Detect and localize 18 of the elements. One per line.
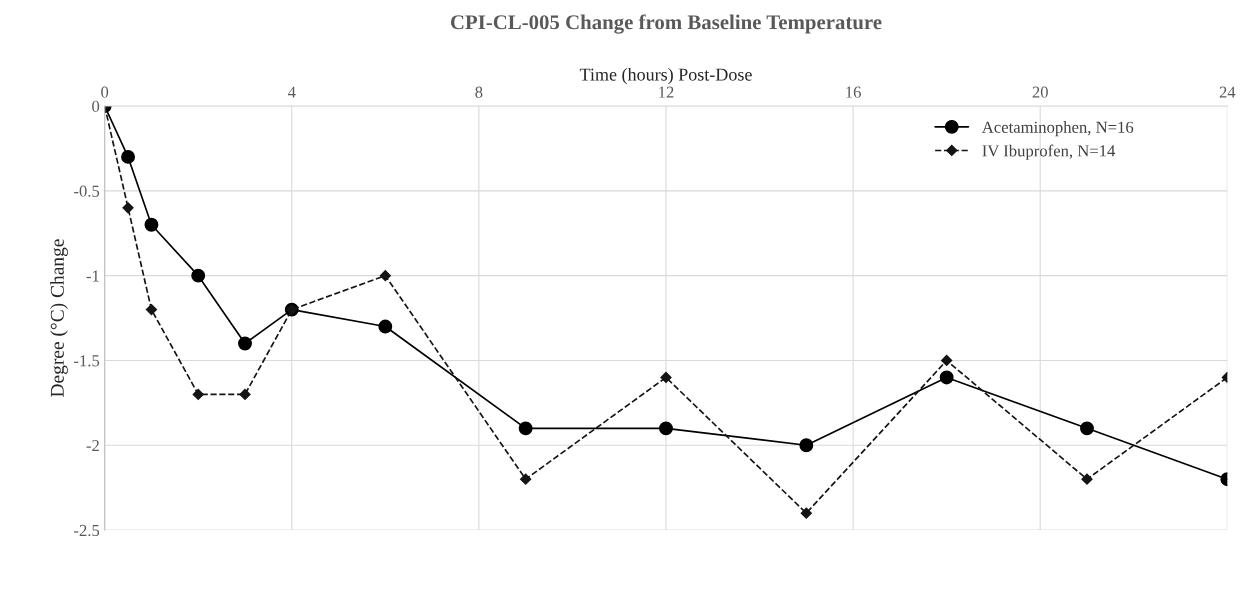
x-tick-label: 12 bbox=[659, 86, 674, 98]
legend-label: Acetaminophen, N=16 bbox=[981, 121, 1134, 137]
legend-label: IV Ibuprofen, N=14 bbox=[982, 144, 1116, 160]
y-tick-label: 0 bbox=[92, 100, 100, 112]
x-axis-title: Time (hours) Post-Dose bbox=[579, 67, 752, 85]
y-axis-title: Degree (°C) Change bbox=[50, 239, 68, 397]
y-tick-label: -2.5 bbox=[74, 524, 100, 537]
x-tick-label: 20 bbox=[1032, 86, 1048, 98]
x-tick-label: 16 bbox=[846, 86, 861, 98]
y-tick-label: -1 bbox=[86, 270, 99, 282]
y-tick-label: -0.5 bbox=[74, 185, 100, 197]
x-tick-label: 4 bbox=[287, 86, 296, 98]
chart-title: CPI-CL-005 Change from Baseline Temperature bbox=[450, 14, 882, 34]
x-tick-label: 0 bbox=[101, 86, 109, 98]
y-tick-label: -1.5 bbox=[74, 355, 100, 367]
x-tick-label: 8 bbox=[475, 86, 483, 98]
x-tick-label: 24 bbox=[1219, 86, 1236, 98]
y-tick-label: -2 bbox=[86, 440, 99, 452]
